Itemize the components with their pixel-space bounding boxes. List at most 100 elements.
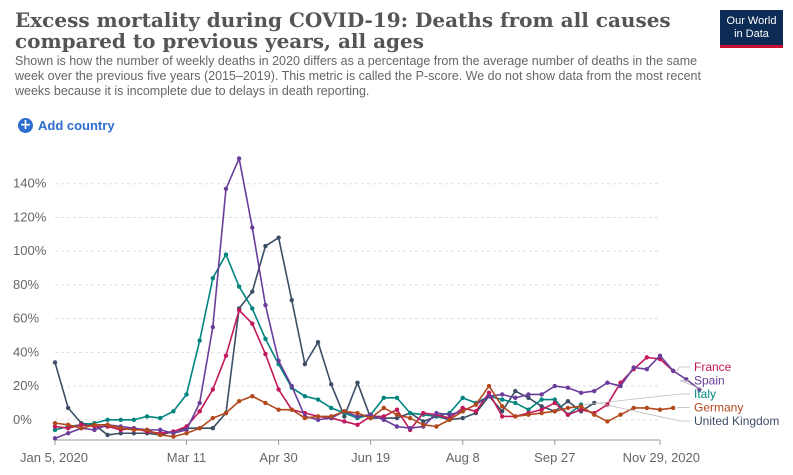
data-point[interactable]	[131, 417, 137, 422]
data-point[interactable]	[328, 405, 334, 411]
data-point[interactable]	[565, 385, 571, 390]
data-point[interactable]	[499, 397, 505, 402]
data-point[interactable]	[52, 420, 58, 426]
data-point[interactable]	[289, 383, 294, 389]
data-point[interactable]	[355, 422, 360, 428]
data-point[interactable]	[65, 431, 71, 436]
data-point[interactable]	[539, 392, 544, 397]
data-point[interactable]	[171, 434, 176, 439]
data-point[interactable]	[618, 383, 623, 389]
data-point[interactable]	[460, 409, 465, 414]
data-point[interactable]	[513, 414, 518, 419]
data-point[interactable]	[92, 427, 97, 433]
data-point[interactable]	[407, 425, 413, 431]
owid-logo[interactable]: Our World in Data	[720, 10, 783, 48]
data-point[interactable]	[236, 307, 242, 313]
data-point[interactable]	[342, 419, 347, 424]
legend-label-united-kingdom[interactable]: United Kingdom	[694, 414, 779, 428]
data-point[interactable]	[539, 404, 544, 409]
series-line-france[interactable]	[54, 309, 674, 435]
data-point[interactable]	[263, 302, 268, 308]
data-point[interactable]	[210, 415, 216, 421]
data-point[interactable]	[526, 407, 531, 412]
legend-label-germany[interactable]: Germany	[694, 401, 743, 415]
data-point[interactable]	[342, 414, 347, 419]
data-point[interactable]	[381, 414, 387, 419]
data-point[interactable]	[447, 412, 452, 417]
data-point[interactable]	[644, 355, 650, 360]
data-point[interactable]	[473, 402, 479, 407]
data-point[interactable]	[263, 336, 268, 342]
data-point[interactable]	[499, 409, 505, 414]
data-point[interactable]	[171, 409, 176, 414]
data-point[interactable]	[210, 425, 216, 431]
data-point[interactable]	[552, 383, 557, 389]
data-point[interactable]	[144, 427, 150, 433]
data-point[interactable]	[460, 405, 465, 411]
data-point[interactable]	[618, 412, 623, 417]
data-point[interactable]	[328, 382, 334, 387]
data-point[interactable]	[263, 243, 268, 249]
data-point[interactable]	[539, 407, 544, 412]
data-point[interactable]	[65, 422, 71, 428]
data-point[interactable]	[605, 380, 610, 385]
data-point[interactable]	[368, 412, 373, 417]
data-point[interactable]	[250, 306, 255, 311]
data-point[interactable]	[526, 392, 531, 397]
data-point[interactable]	[657, 353, 663, 358]
data-point[interactable]	[250, 225, 255, 230]
series-spain[interactable]	[52, 156, 702, 441]
series-united-kingdom[interactable]	[52, 235, 597, 438]
data-point[interactable]	[236, 156, 242, 161]
data-point[interactable]	[263, 351, 268, 357]
data-point[interactable]	[434, 410, 439, 416]
data-point[interactable]	[670, 368, 676, 374]
data-point[interactable]	[197, 400, 202, 406]
data-point[interactable]	[394, 395, 400, 401]
data-point[interactable]	[52, 360, 58, 365]
data-point[interactable]	[250, 321, 255, 326]
data-point[interactable]	[657, 407, 663, 412]
data-point[interactable]	[552, 397, 557, 402]
data-point[interactable]	[447, 417, 452, 422]
data-point[interactable]	[315, 397, 321, 402]
data-point[interactable]	[276, 358, 281, 363]
data-point[interactable]	[197, 425, 202, 431]
data-point[interactable]	[486, 393, 492, 399]
data-point[interactable]	[65, 405, 71, 411]
data-point[interactable]	[184, 392, 189, 397]
data-point[interactable]	[486, 383, 492, 389]
data-point[interactable]	[223, 410, 229, 416]
data-point[interactable]	[513, 388, 518, 394]
data-point[interactable]	[105, 417, 110, 422]
data-point[interactable]	[131, 427, 137, 433]
data-point[interactable]	[118, 417, 123, 422]
data-point[interactable]	[171, 431, 176, 436]
data-point[interactable]	[250, 393, 255, 399]
data-point[interactable]	[499, 414, 505, 419]
data-point[interactable]	[486, 390, 492, 395]
data-point[interactable]	[52, 427, 58, 433]
data-point[interactable]	[276, 235, 281, 240]
data-point[interactable]	[105, 432, 110, 438]
data-point[interactable]	[105, 422, 110, 428]
data-point[interactable]	[289, 297, 294, 303]
series-germany[interactable]	[52, 383, 676, 439]
data-point[interactable]	[210, 275, 216, 281]
data-point[interactable]	[210, 324, 216, 330]
data-point[interactable]	[184, 427, 189, 433]
data-point[interactable]	[315, 417, 321, 422]
add-country-button[interactable]: + Add country	[18, 118, 115, 133]
series-line-spain[interactable]	[54, 157, 700, 440]
data-point[interactable]	[421, 410, 426, 416]
data-point[interactable]	[578, 407, 584, 412]
data-point[interactable]	[197, 409, 202, 414]
data-point[interactable]	[605, 419, 610, 424]
data-point[interactable]	[552, 409, 557, 414]
data-point[interactable]	[158, 432, 163, 438]
data-point[interactable]	[592, 412, 597, 417]
data-point[interactable]	[92, 422, 97, 428]
legend-label-spain[interactable]: Spain	[694, 374, 725, 388]
data-point[interactable]	[499, 392, 505, 397]
data-point[interactable]	[289, 407, 294, 412]
